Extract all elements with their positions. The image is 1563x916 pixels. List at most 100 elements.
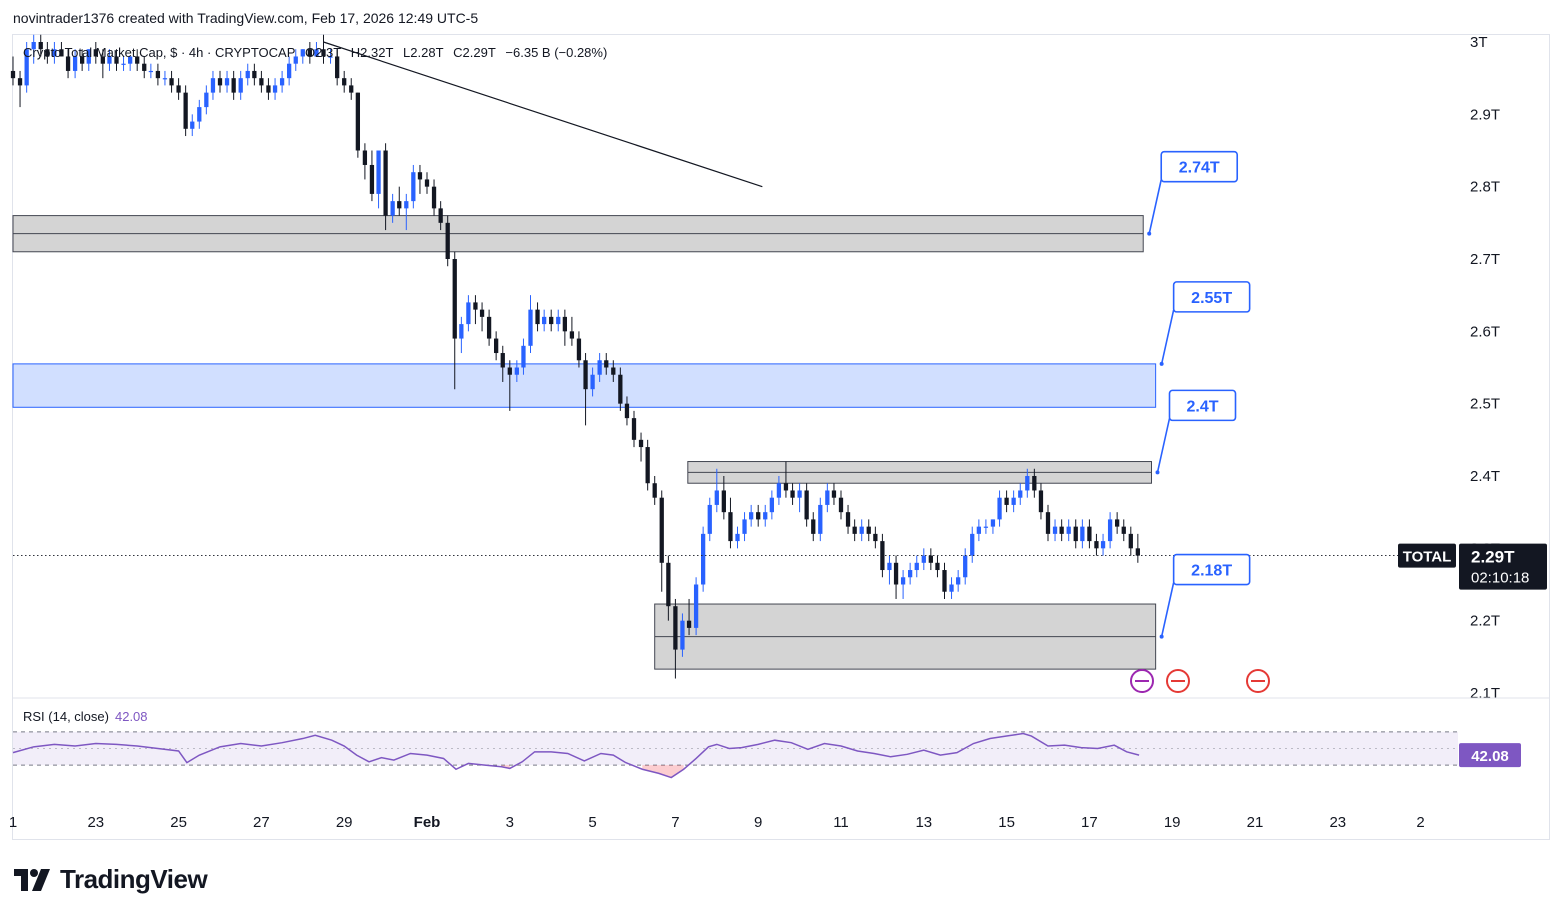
candle-body: [1087, 526, 1092, 542]
candle-body: [452, 259, 457, 339]
callout-anchor-resistance-2.74: [1147, 231, 1152, 236]
chart-header: novintrader1376 created with TradingView…: [13, 10, 479, 26]
candle-body: [72, 56, 78, 71]
candle-body: [362, 150, 368, 165]
candle-body: [638, 439, 644, 448]
candle-body: [1059, 526, 1064, 534]
candle-body: [935, 562, 940, 571]
ticker-label: TOTAL: [1403, 549, 1452, 566]
candle-body: [866, 526, 871, 534]
price-label: 2.29T: [1471, 548, 1515, 567]
callout-label-zone-2.55: 2.55T: [1191, 290, 1232, 307]
trendline: [323, 41, 763, 188]
candle-body: [307, 49, 312, 57]
candle-body: [169, 78, 174, 86]
candle-body: [279, 78, 285, 86]
candle-body: [459, 324, 464, 339]
candle-body: [1011, 497, 1016, 505]
candle-body: [479, 309, 485, 317]
candle-body: [1128, 533, 1133, 549]
candle-body: [1100, 541, 1106, 549]
candle-body: [556, 316, 561, 325]
time-tick-label: 15: [998, 814, 1015, 831]
callout-box-zone-2.4: [1168, 389, 1237, 422]
time-tick-label: 23: [87, 814, 104, 831]
candle-body: [86, 49, 91, 64]
callout-label-zone-2.4: 2.4T: [1186, 398, 1218, 415]
candle-body: [79, 56, 85, 64]
candle-body: [1052, 526, 1058, 534]
candle-body: [217, 78, 223, 86]
candle-body: [335, 56, 340, 79]
candle-body: [845, 512, 851, 527]
candle-body: [1025, 476, 1030, 491]
callout-anchor-support-2.18: [1159, 634, 1164, 639]
price-tick-label: 2.7T: [1470, 251, 1500, 268]
price-tick-label: 2.9T: [1470, 106, 1500, 123]
candle-body: [231, 78, 236, 93]
candle-body: [735, 533, 740, 542]
candle-body: [831, 490, 837, 498]
chart-frame: [12, 34, 1550, 840]
candle-body: [93, 49, 98, 57]
candle-body: [438, 208, 443, 223]
tradingview-logo-icon: [14, 868, 50, 891]
candle-body: [521, 345, 526, 368]
candle-body: [852, 526, 857, 534]
candle-body: [500, 353, 505, 368]
candle-body: [293, 56, 298, 64]
tradingview-brand: TradingView: [60, 864, 208, 894]
time-tick-label: 2: [1416, 814, 1424, 831]
candle-body: [328, 56, 333, 58]
rsi-oversold-fill: [642, 765, 684, 778]
candle-body: [376, 150, 381, 194]
callout-anchor-zone-2.4: [1155, 470, 1160, 475]
candle-body: [645, 447, 650, 484]
candle-body: [970, 533, 975, 556]
candle-body: [238, 78, 243, 93]
candle-body: [942, 570, 947, 592]
time-tick-label: 1: [9, 814, 17, 831]
candle-body: [763, 512, 768, 520]
candle-body: [659, 497, 664, 563]
rsi-value-badge-label: 42.08: [1471, 748, 1509, 765]
candle-body: [390, 201, 395, 216]
candle-body: [259, 78, 264, 86]
callout-box-zone-2.55: [1172, 281, 1251, 313]
candle-body: [769, 497, 775, 513]
candle-body: [990, 519, 996, 527]
ticker-badge: [1398, 543, 1456, 568]
tradingview-logo[interactable]: TradingView: [14, 864, 208, 895]
candle-body: [417, 172, 423, 180]
candle-body: [155, 70, 161, 79]
candle-body: [597, 360, 602, 375]
candle-body: [252, 70, 257, 79]
candle-body: [59, 49, 64, 57]
candle-body: [1045, 512, 1051, 534]
candle-body: [804, 490, 809, 520]
price-tick-label: 2.4T: [1470, 468, 1500, 485]
price-tick-label: 3T: [1470, 34, 1488, 51]
candle-body: [700, 533, 706, 585]
time-tick-label: 5: [588, 814, 596, 831]
callout-box-resistance-2.74: [1160, 150, 1239, 183]
candle-body: [631, 418, 637, 440]
candle-body: [756, 512, 761, 520]
candle-body: [997, 497, 1002, 520]
time-tick-label: 19: [1164, 814, 1181, 831]
candle-body: [686, 620, 692, 628]
candle-body: [1107, 519, 1113, 542]
candle-body: [190, 121, 195, 129]
callout-anchor-zone-2.55: [1159, 361, 1164, 366]
candle-body: [1032, 476, 1037, 491]
candle-body: [466, 302, 471, 325]
candle-body: [1038, 490, 1044, 513]
candle-body: [976, 526, 982, 534]
candle-body: [17, 78, 23, 86]
candle-body: [52, 49, 57, 57]
candle-body: [210, 78, 216, 93]
candle-body: [128, 56, 133, 64]
candle-body: [928, 555, 933, 563]
candle-body: [666, 562, 671, 607]
